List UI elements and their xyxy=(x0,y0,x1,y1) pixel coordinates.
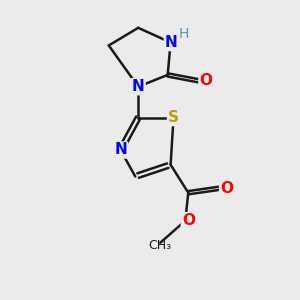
Text: H: H xyxy=(179,27,189,41)
Text: N: N xyxy=(114,142,127,158)
Text: S: S xyxy=(168,110,179,125)
Text: N: N xyxy=(165,35,178,50)
Text: N: N xyxy=(132,79,145,94)
Text: CH₃: CH₃ xyxy=(149,239,172,252)
Text: O: O xyxy=(182,213,195,228)
Text: O: O xyxy=(220,181,233,196)
Text: O: O xyxy=(200,73,212,88)
